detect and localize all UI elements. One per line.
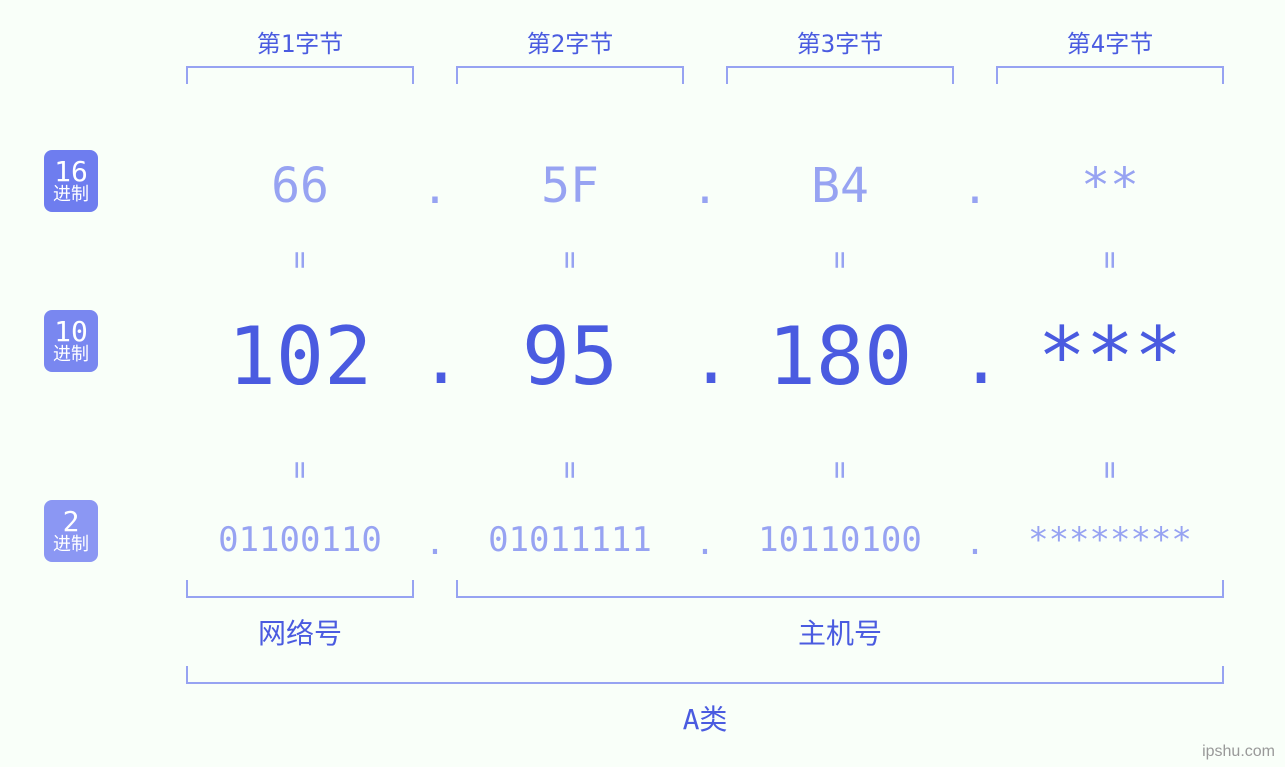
bracket-network (186, 580, 414, 598)
badge-bin-num: 2 (63, 507, 80, 536)
top-bracket-2 (456, 66, 684, 84)
hex-dot-2: . (690, 163, 720, 214)
bin-cell-4: ******** (990, 520, 1230, 560)
byte-label-1: 第1字节 (180, 24, 420, 59)
hex-dot-1: . (420, 163, 450, 214)
badge-dec-sub: 进制 (53, 346, 89, 365)
bracket-host (456, 580, 1224, 598)
label-class: A类 (186, 698, 1224, 738)
badge-hex-sub: 进制 (53, 186, 89, 205)
byte-label-3: 第3字节 (720, 24, 960, 59)
badge-bin-sub: 进制 (53, 536, 89, 555)
bin-dot-3: . (960, 523, 990, 563)
bin-cell-2: 01011111 (450, 520, 690, 560)
top-bracket-3 (726, 66, 954, 84)
byte-label-4: 第4字节 (990, 24, 1230, 59)
bin-dot-2: . (690, 523, 720, 563)
badge-hex-num: 16 (54, 157, 88, 186)
hex-dot-3: . (960, 163, 990, 214)
bin-dot-1: . (420, 523, 450, 563)
badge-dec: 10 进制 (44, 310, 98, 372)
watermark: ipshu.com (1202, 743, 1275, 761)
dec-dot-1: . (420, 318, 450, 400)
dec-dot-2: . (690, 318, 720, 400)
badge-dec-num: 10 (54, 317, 88, 346)
bracket-class (186, 666, 1224, 684)
bin-cell-3: 10110100 (720, 520, 960, 560)
label-network: 网络号 (186, 612, 414, 652)
bin-cell-1: 01100110 (180, 520, 420, 560)
badge-bin: 2 进制 (44, 500, 98, 562)
badge-hex: 16 进制 (44, 150, 98, 212)
byte-label-2: 第2字节 (450, 24, 690, 59)
label-host: 主机号 (456, 612, 1224, 652)
top-bracket-4 (996, 66, 1224, 84)
top-bracket-1 (186, 66, 414, 84)
ip-diagram: 16 进制 10 进制 2 进制 第1字节 第2字节 第3字节 第4字节 66 … (0, 0, 1285, 767)
dec-dot-3: . (960, 318, 990, 400)
